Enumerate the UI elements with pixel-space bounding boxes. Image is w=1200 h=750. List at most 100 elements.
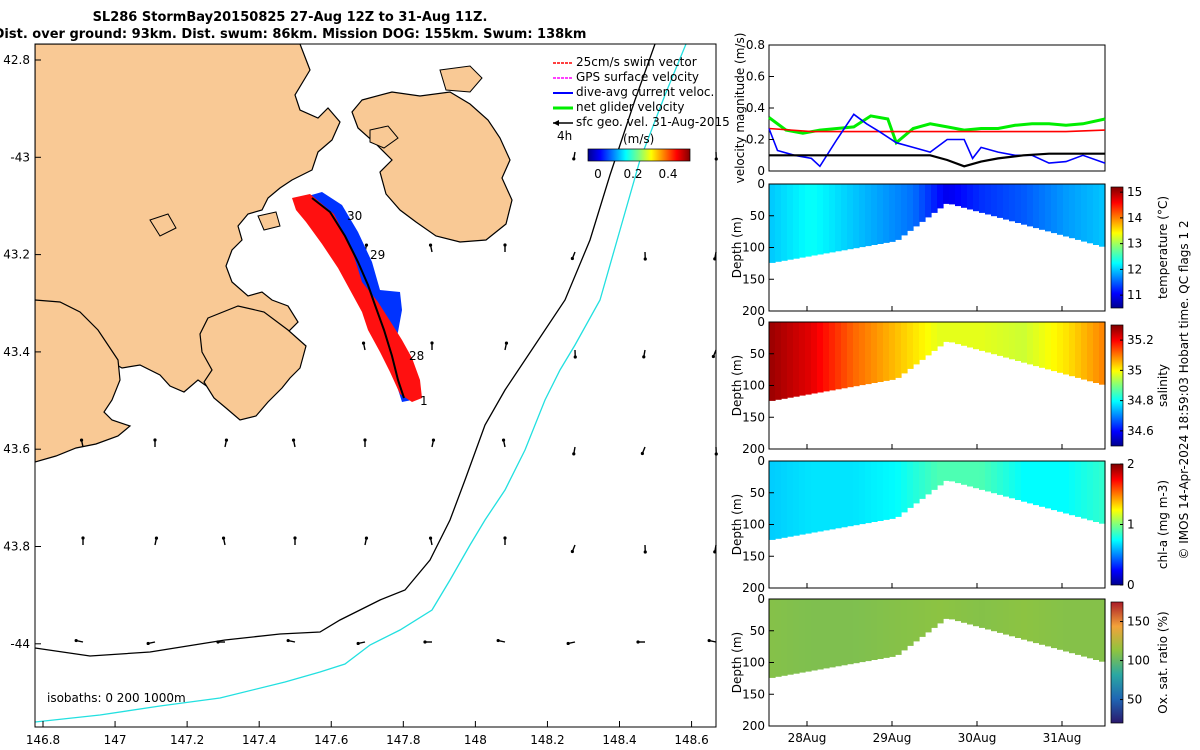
chla-column: [955, 461, 962, 484]
salinity-colorbar-tick: 34.8: [1127, 394, 1154, 408]
salinity-column: [1051, 322, 1058, 372]
chla-column: [895, 461, 902, 517]
geo-arrow-head: [713, 550, 717, 554]
oxygen-column: [931, 599, 938, 628]
depth-tick-label: 0: [757, 177, 765, 191]
oxygen-column: [943, 599, 950, 619]
oxygen-column: [997, 599, 1004, 633]
map-frame: [34, 43, 717, 728]
oxygen-colorbar-tick: 50: [1127, 693, 1142, 707]
chla-column: [799, 461, 806, 535]
salinity-column: [787, 322, 794, 398]
velocity-y-tick-label: 0: [757, 164, 765, 178]
salinity-column: [961, 322, 968, 346]
geo-arrow-head: [361, 341, 366, 345]
temperature-column: [1057, 184, 1064, 235]
salinity-column: [943, 322, 950, 342]
salinity-column: [799, 322, 806, 396]
legend-gps-velocity: GPS surface velocity: [576, 70, 699, 84]
chla-colorbar-tick: 1: [1127, 518, 1135, 532]
salinity-column: [1009, 322, 1016, 360]
velocity-line-net-glider-velocity: [768, 114, 1106, 146]
temperature-column: [793, 184, 800, 259]
temperature-column: [871, 184, 878, 245]
salinity-column: [1057, 322, 1064, 373]
legend-net-glider: net glider velocity: [576, 100, 684, 114]
map-y-tick-label: 43.6: [3, 442, 30, 456]
oxygen-column: [919, 599, 926, 637]
chla-column: [931, 461, 938, 490]
salinity-column: [925, 322, 932, 356]
oxygen-column: [865, 599, 872, 662]
salinity-column: [1033, 322, 1040, 367]
legend-sfc-geo-time: 4h: [557, 129, 572, 143]
temperature-colorbar-tick: 15: [1127, 185, 1142, 199]
geo-arrow-head: [363, 438, 367, 442]
chla-column: [1021, 461, 1028, 502]
title-line-2: Dist. over ground: 93km. Dist. swum: 86k…: [0, 27, 586, 42]
oxygen-column: [1087, 599, 1094, 659]
oxygen-column: [841, 599, 848, 666]
geo-arrow-head: [153, 438, 157, 442]
geo-arrow-head: [496, 638, 500, 643]
sfc-geo-velocity-arrows: [74, 151, 718, 646]
island: [369, 125, 399, 149]
geo-arrow-head: [428, 243, 433, 247]
depth-ylabel: Depth (m): [730, 632, 744, 693]
oxygen-column: [979, 599, 986, 628]
map-panel: 146.8 147 147.2 147.4 147.6 147.8 148 148.2 148.…: [3, 43, 730, 747]
geo-arrow-head: [221, 536, 226, 540]
salinity-column: [829, 322, 836, 391]
chla-column: [919, 461, 926, 499]
chla-column: [1051, 461, 1058, 511]
oxygen-colorbar-tick: 100: [1127, 654, 1150, 668]
temperature-column: [805, 184, 812, 257]
oxygen-column: [871, 599, 878, 660]
depth-ylabel: Depth (m): [730, 494, 744, 555]
chla-column: [1015, 461, 1022, 500]
oxygen-column: [1075, 599, 1082, 655]
chla-column: [997, 461, 1004, 495]
salinity-column: [991, 322, 998, 355]
temperature-column: [925, 184, 932, 218]
day-label-29: 29: [370, 248, 385, 262]
salinity-column: [1081, 322, 1088, 380]
temperature-colorbar-tick: 11: [1127, 288, 1142, 302]
temperature-colorbar: [1110, 186, 1124, 309]
geo-arrow-head: [503, 536, 507, 540]
chla-column: [1093, 461, 1100, 522]
temperature-column: [955, 184, 962, 207]
salinity-colorbar-tick: 34.6: [1127, 424, 1154, 438]
date-tick-28aug: 28Aug: [788, 731, 827, 745]
chla-column: [859, 461, 866, 525]
velocity-line--cm-s-swim-vector: [768, 127, 1106, 133]
oxygen-column: [799, 599, 806, 673]
salinity-column: [979, 322, 986, 351]
depth-tick-label: 0: [757, 592, 765, 606]
date-tick-29aug: 29Aug: [873, 731, 912, 745]
geo-arrow-head: [286, 638, 290, 643]
map-y-tick-label: -44: [10, 637, 30, 651]
chla-column: [1027, 461, 1034, 504]
oxygen-column: [1009, 599, 1016, 637]
geo-arrow-head: [79, 438, 84, 442]
temperature-column: [901, 184, 908, 236]
oxygen-column: [877, 599, 884, 659]
temperature-column: [961, 184, 968, 208]
chla-section: 0 50 100 150 200 Depth (m) 2 1 0 chl-a (mg m-3): [730, 454, 1170, 595]
chla-column: [811, 461, 818, 533]
temperature-column: [829, 184, 836, 253]
depth-tick-label: 200: [742, 442, 765, 456]
geo-arrow-head: [224, 438, 229, 442]
land-southwest: [35, 299, 132, 463]
salinity-column: [1003, 322, 1010, 358]
salinity-column: [883, 322, 890, 381]
chla-column: [913, 461, 920, 504]
oxygen-column: [1063, 599, 1070, 652]
chla-column: [943, 461, 950, 481]
temperature-colorbar-tick: 14: [1127, 211, 1142, 225]
geo-arrow-head: [714, 157, 718, 161]
map-x-tick-label: 147.6: [314, 733, 348, 747]
chla-column: [1039, 461, 1046, 507]
